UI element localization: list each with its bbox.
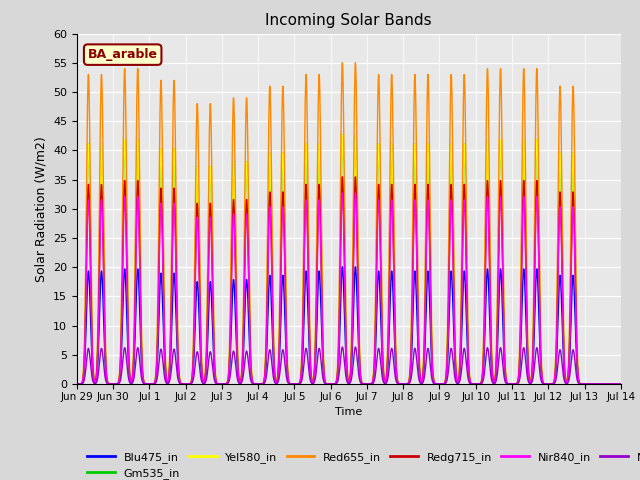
Text: BA_arable: BA_arable: [88, 48, 157, 61]
X-axis label: Time: Time: [335, 407, 362, 417]
Legend: Blu475_in, Gm535_in, Yel580_in, Red655_in, Redg715_in, Nir840_in, Nir945_in: Blu475_in, Gm535_in, Yel580_in, Red655_i…: [83, 447, 640, 480]
Title: Incoming Solar Bands: Incoming Solar Bands: [266, 13, 432, 28]
Y-axis label: Solar Radiation (W/m2): Solar Radiation (W/m2): [35, 136, 47, 282]
